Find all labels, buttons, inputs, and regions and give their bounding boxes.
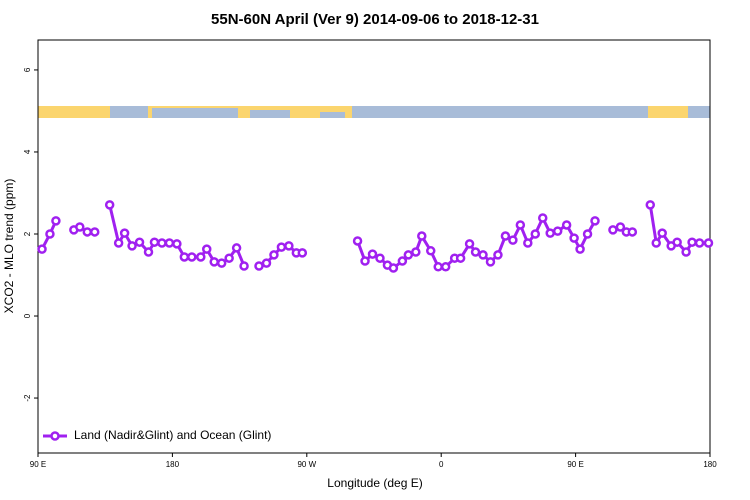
data-point (485, 257, 496, 267)
data-point (694, 238, 705, 248)
land-ocean-strip (38, 106, 710, 118)
data-point (388, 263, 399, 273)
data-point (417, 231, 427, 241)
data-point (134, 237, 145, 247)
data-point (89, 227, 100, 237)
data-point (500, 231, 511, 241)
data-point (367, 249, 378, 259)
x-tick-label: 90 E (30, 460, 46, 469)
data-point (45, 229, 55, 239)
legend-marker (50, 431, 60, 441)
chart-title: 55N-60N April (Ver 9) 2014-09-06 to 2018… (211, 11, 539, 28)
x-tick-label: 90 W (297, 460, 316, 469)
data-point (645, 200, 656, 210)
data-point (493, 250, 503, 260)
y-tick-label: 4 (23, 149, 32, 154)
data-point (478, 250, 488, 260)
data-point (703, 238, 714, 248)
data-point (627, 227, 638, 237)
data-point (149, 237, 160, 247)
data-point (552, 226, 563, 236)
data-point (537, 213, 548, 223)
data-point (681, 247, 691, 257)
x-axis-label: Longitude (deg E) (327, 476, 422, 490)
data-point (187, 252, 197, 262)
data-point (82, 227, 93, 237)
data-point (284, 241, 294, 251)
data-point (119, 228, 130, 238)
data-point (239, 261, 249, 271)
data-point (545, 228, 555, 238)
y-tick-label: 6 (23, 67, 32, 72)
y-tick-label: -2 (23, 394, 32, 402)
data-point (297, 248, 308, 258)
data-point (590, 216, 600, 226)
data-point (254, 261, 264, 271)
data-point (425, 246, 436, 256)
data-point (561, 220, 572, 230)
data-point (216, 258, 227, 268)
x-tick-label: 180 (703, 460, 717, 469)
data-point (433, 262, 443, 272)
data-point (261, 258, 272, 268)
data-point (104, 200, 115, 210)
data-point (269, 250, 279, 260)
data-point (127, 241, 137, 251)
data-point (164, 238, 175, 248)
data-point (37, 244, 47, 254)
data-point (582, 229, 593, 239)
data-point (157, 238, 167, 248)
data-point (51, 216, 61, 226)
data-point (651, 238, 661, 248)
data-point (231, 243, 242, 253)
data-point (276, 242, 287, 252)
y-tick-label: 0 (23, 313, 32, 318)
data-point (569, 233, 579, 243)
data-point (440, 262, 451, 272)
data-point (657, 228, 667, 238)
data-point (375, 253, 385, 263)
data-point (201, 244, 212, 254)
data-point (608, 225, 618, 235)
x-tick-label: 180 (166, 460, 180, 469)
legend-label: Land (Nadir&Glint) and Ocean (Glint) (74, 428, 271, 442)
data-point (172, 239, 182, 249)
data-point (575, 244, 585, 254)
data-point (113, 238, 124, 248)
data-point (615, 222, 626, 232)
data-point (224, 253, 234, 263)
y-tick-label: 2 (23, 231, 32, 236)
data-point (687, 237, 697, 247)
x-tick-label: 0 (439, 460, 444, 469)
data-point (523, 238, 533, 248)
data-point (143, 247, 154, 257)
data-point (403, 250, 414, 260)
data-point (196, 252, 206, 262)
data-point (672, 237, 682, 247)
y-axis-label: XCO2 - MLO trend (ppm) (2, 179, 16, 314)
data-point (75, 222, 85, 232)
data-point (530, 229, 541, 239)
data-point (360, 256, 370, 266)
data-point (179, 252, 190, 262)
data-point (470, 247, 481, 257)
data-point (508, 235, 518, 245)
data-point (397, 256, 408, 266)
data-point (464, 239, 475, 249)
data-point (411, 247, 421, 257)
data-point (515, 220, 526, 230)
data-point (352, 236, 363, 246)
x-tick-label: 90 E (567, 460, 583, 469)
data-point (455, 253, 466, 263)
data-point (209, 257, 219, 267)
